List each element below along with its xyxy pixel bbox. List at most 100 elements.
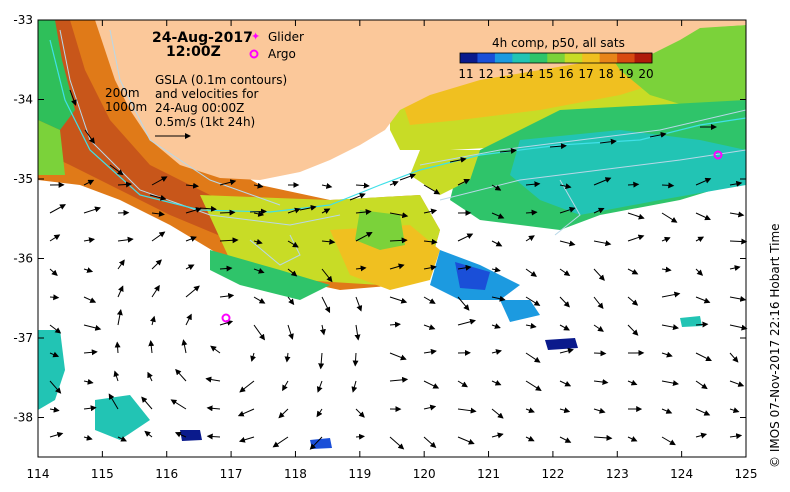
date-label: 24-Aug-2017 bbox=[152, 30, 253, 46]
colorbar-swatch bbox=[564, 53, 583, 63]
velocity-arrow bbox=[491, 295, 506, 302]
velocity-arrow bbox=[170, 399, 187, 410]
velocity-arrow bbox=[457, 233, 474, 242]
velocity-arrow bbox=[355, 408, 365, 418]
colorbar-swatch bbox=[582, 53, 601, 63]
velocity-arrow bbox=[321, 238, 336, 245]
velocity-arrow bbox=[174, 431, 187, 438]
velocity-arrow bbox=[287, 324, 294, 340]
velocity-arrow bbox=[457, 179, 471, 186]
velocity-arrow bbox=[113, 370, 120, 382]
velocity-arrow bbox=[729, 265, 741, 271]
velocity-arrow bbox=[206, 433, 221, 440]
velocity-arrow bbox=[457, 407, 477, 414]
colorbar-swatch bbox=[599, 53, 618, 63]
velocity-arrow bbox=[627, 268, 639, 275]
velocity-arrow bbox=[695, 268, 704, 276]
gsla-line-1: GSLA (0.1m contours) bbox=[155, 73, 287, 87]
velocity-arrow bbox=[695, 432, 708, 439]
velocity-arrow bbox=[389, 352, 407, 361]
velocity-arrow bbox=[249, 208, 267, 215]
velocity-arrow bbox=[116, 309, 123, 326]
velocity-arrow bbox=[151, 284, 160, 298]
velocity-arrow bbox=[559, 206, 576, 214]
velocity-arrow bbox=[661, 291, 681, 298]
velocity-arrow bbox=[695, 236, 705, 243]
velocity-arrow bbox=[355, 296, 363, 312]
velocity-arrow bbox=[321, 208, 331, 215]
x-tick-label: 119 bbox=[348, 467, 371, 481]
velocity-arrow bbox=[593, 434, 613, 441]
velocity-arrow bbox=[83, 434, 93, 441]
velocity-arrow bbox=[49, 431, 64, 438]
velocity-arrow bbox=[389, 212, 409, 219]
velocity-arrow bbox=[729, 180, 743, 187]
velocity-arrow bbox=[109, 164, 124, 176]
velocity-arrow bbox=[389, 180, 399, 187]
velocity-arrow bbox=[206, 405, 221, 412]
velocity-arrow bbox=[83, 206, 101, 214]
x-tick-label: 122 bbox=[541, 467, 564, 481]
velocity-arrow bbox=[284, 352, 291, 363]
velocity-arrow bbox=[83, 179, 95, 186]
velocity-arrow bbox=[389, 321, 401, 328]
velocity-arrow bbox=[423, 380, 440, 389]
velocity-arrow bbox=[593, 240, 612, 247]
velocity-arrow bbox=[83, 349, 98, 356]
velocity-arrow bbox=[491, 184, 502, 191]
velocity-arrow bbox=[491, 240, 503, 247]
velocity-arrow bbox=[491, 408, 504, 419]
velocity-arrow bbox=[316, 408, 323, 418]
velocity-arrow bbox=[149, 194, 167, 201]
velocity-arrow bbox=[355, 182, 370, 189]
velocity-arrow bbox=[349, 193, 366, 201]
velocity-arrow bbox=[278, 408, 289, 419]
velocity-arrow bbox=[525, 268, 537, 277]
gsla-line-4: 0.5m/s (1kt 24h) bbox=[155, 115, 255, 129]
velocity-arrow bbox=[729, 295, 747, 302]
velocity-arrow bbox=[114, 341, 121, 354]
velocity-arrow bbox=[423, 324, 436, 330]
legend: ✦ Glider Argo bbox=[249, 30, 304, 61]
velocity-arrow bbox=[695, 380, 708, 390]
colorbar-title: 4h comp, p50, all sats bbox=[492, 36, 625, 50]
velocity-arrow bbox=[238, 436, 255, 443]
velocity-arrow bbox=[49, 324, 62, 334]
velocity-arrow bbox=[49, 234, 61, 242]
velocity-arrow bbox=[593, 177, 612, 186]
velocity-arrow bbox=[185, 313, 192, 326]
velocity-arrow bbox=[181, 339, 188, 354]
velocity-arrow bbox=[253, 182, 264, 189]
colorbar-swatch bbox=[460, 53, 478, 63]
velocity-arrow bbox=[559, 324, 570, 331]
velocity-arrow bbox=[117, 259, 125, 270]
velocity-arrow bbox=[729, 238, 748, 245]
credit-label: © IMOS 07-Nov-2017 22:16 Hobart Time bbox=[768, 223, 782, 468]
gsla-note: GSLA (0.1m contours) and velocities for … bbox=[155, 73, 287, 139]
velocity-arrow bbox=[593, 324, 604, 332]
velocity-arrow bbox=[321, 183, 333, 189]
current-line bbox=[49, 39, 746, 213]
velocity-arrow bbox=[491, 323, 501, 329]
velocity-arrow bbox=[185, 182, 200, 189]
velocity-arrow bbox=[525, 352, 541, 363]
velocity-arrow bbox=[287, 207, 301, 214]
velocity-arrow bbox=[287, 240, 299, 248]
velocity-arrow bbox=[253, 324, 265, 341]
velocity-arrow bbox=[661, 324, 679, 331]
velocity-arrow bbox=[148, 340, 155, 354]
gsla-contours bbox=[59, 29, 746, 266]
velocity-arrow bbox=[185, 285, 200, 298]
velocity-arrow bbox=[491, 212, 505, 219]
velocity-arrow bbox=[117, 285, 124, 298]
velocity-arrow bbox=[661, 436, 676, 446]
glider-icon: ✦ bbox=[251, 30, 260, 43]
colorbar-swatch bbox=[634, 53, 653, 63]
velocity-arrow bbox=[729, 324, 748, 331]
velocity-arrow bbox=[627, 324, 639, 336]
velocity-arrow bbox=[695, 321, 709, 328]
velocity-arrow bbox=[559, 240, 576, 247]
velocity-arrow bbox=[352, 352, 359, 367]
velocity-arrow bbox=[83, 296, 97, 303]
velocity-arrow bbox=[185, 207, 202, 214]
